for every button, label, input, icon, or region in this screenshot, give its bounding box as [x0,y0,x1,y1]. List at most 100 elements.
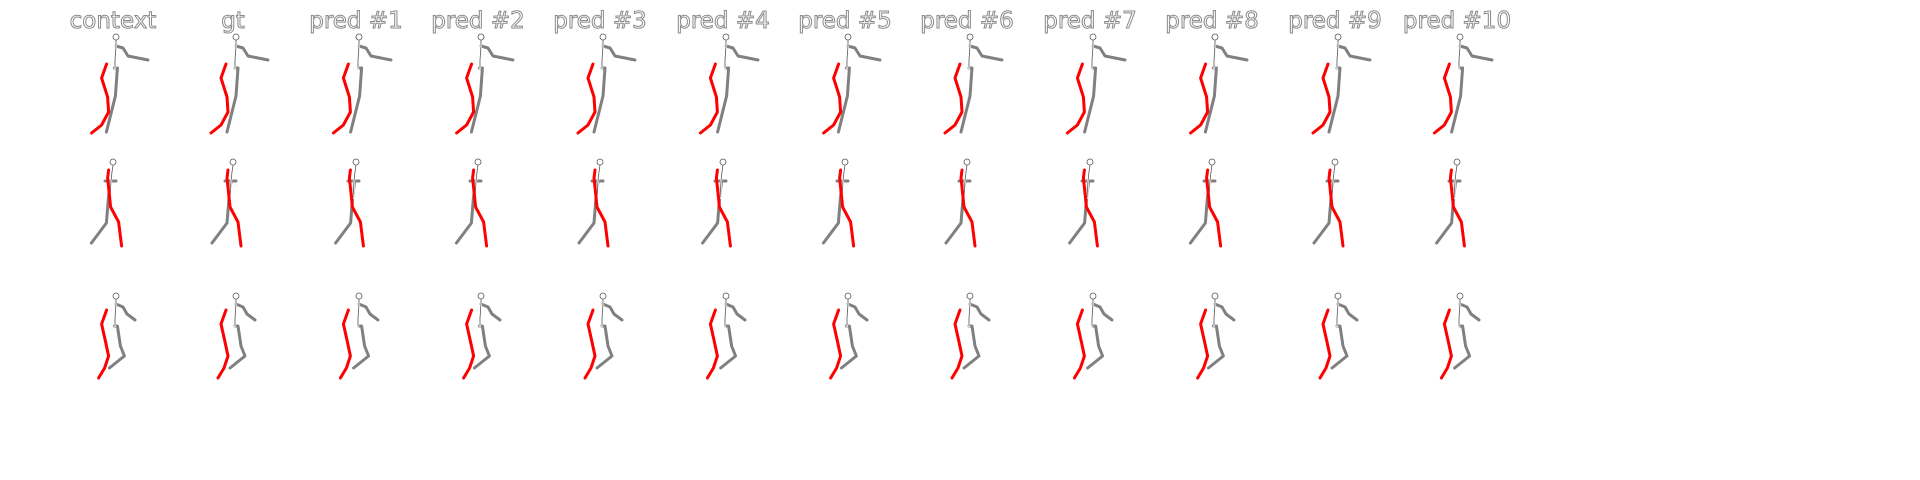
skeleton-head [352,158,360,166]
skeleton-left-limb [714,168,732,248]
skeleton-right-limb [1327,66,1342,134]
skeleton-right-limb [1203,66,1218,134]
skeleton-head [596,158,604,166]
skeleton-spine-outline [1208,164,1213,199]
skeleton-head [1453,158,1461,166]
skeleton-head [112,292,120,300]
skeleton-head [1331,158,1339,166]
skeleton-figure [1311,33,1372,135]
skeleton-head [844,33,852,41]
column-title-pred-5: pred #5 [798,8,893,35]
skeleton-left-limb [331,62,352,135]
skeleton-right-limb [1450,66,1465,134]
skeleton-head [1334,33,1342,41]
skeleton-spine-outline [724,39,727,69]
skeleton-figure [1312,158,1345,248]
skeleton-right-arm [357,44,393,62]
skeleton-left-limb [1327,168,1345,248]
skeleton-right-arm [114,44,150,62]
skeleton-spine-outline [352,164,357,199]
skeleton-right-arm [968,302,991,322]
skeleton-figure [701,158,732,248]
skeleton-right-arm [846,302,869,322]
column-titles: context gt pred #1 pred #2 pred #3 pred … [0,0,1920,40]
skeleton-left-limb [583,308,597,380]
skeleton-left-limb [838,168,856,248]
skeleton-head [1086,158,1094,166]
skeleton-head [109,158,117,166]
skeleton-right-arm [1091,302,1114,322]
skeleton-right-arm [479,302,502,322]
skeleton-head [477,33,485,41]
skeleton-figure [1435,158,1466,248]
skeleton-left-limb [1205,168,1223,248]
skeleton-right-arm [1336,44,1372,62]
skeleton-head [599,292,607,300]
skeleton-figure [583,292,624,380]
skeleton-figure [90,33,150,135]
skeleton-figure [1068,158,1099,248]
skeleton-head [1456,292,1464,300]
skeleton-right-limb [349,66,364,134]
skeleton-spine-outline [841,164,846,199]
skeleton-spine-outline [234,297,237,327]
skeleton-right-limb [719,324,738,370]
skeleton-left-limb [698,62,719,135]
skeleton-spine-outline [1331,164,1336,199]
skeleton-spine-outline [1086,164,1091,199]
skeleton-figure [698,33,760,135]
skeleton-left-limb [943,62,964,135]
skeleton-figure [454,158,489,248]
skeleton-left-limb [1439,308,1453,380]
skeleton-left-limb [90,62,111,135]
skeleton-left-limb [1189,62,1210,135]
skeleton-figure [97,292,137,380]
skeleton-spine-outline [963,164,968,199]
skeleton-right-limb [1330,324,1349,370]
skeleton-right-arm [968,44,1004,62]
skeleton-head [355,33,363,41]
skeleton-spine-outline [474,164,479,199]
skeleton-right-limb [1206,324,1225,370]
skeleton-spine-outline [1453,164,1458,199]
skeleton-figure [944,158,977,248]
skeleton-head [1089,33,1097,41]
skeleton-figure [943,33,1004,135]
skeleton-left-limb [1081,168,1099,248]
skeleton-left-limb [1311,62,1332,135]
skeleton-figure [829,292,869,380]
skeleton-left-limb [1065,62,1086,135]
skeleton-right-arm [357,302,380,322]
skeleton-head [841,158,849,166]
skeleton-right-limb [1453,324,1472,370]
skeleton-spine-outline [601,39,604,69]
skeleton-head [1211,292,1219,300]
skeleton-spine-outline [724,297,727,327]
column-title-context: context [69,8,157,35]
skeleton-left-limb [576,62,597,135]
skeleton-spine-outline [846,297,849,327]
skeleton-right-arm [724,44,760,62]
skeleton-left-limb [1196,308,1210,380]
skeleton-left-limb [1448,168,1466,248]
skeleton-right-arm [479,44,515,62]
column-title-pred-2: pred #2 [431,8,526,35]
skeleton-figure [1188,158,1223,248]
skeleton-spine-outline [596,164,601,199]
skeleton-figure [1196,292,1236,380]
skeleton-head [1334,292,1342,300]
skeleton-head [722,292,730,300]
skeleton-right-limb [962,324,981,370]
skeleton-head [474,158,482,166]
skeleton-spine-outline [479,297,482,327]
skeleton-right-limb [836,66,851,134]
skeleton-spine-outline [357,297,360,327]
skeleton-left-limb [1072,308,1086,380]
skeleton-right-arm [114,302,137,322]
skeleton-head [229,158,237,166]
skeleton-left-limb [455,62,476,135]
skeleton-spine-outline [114,297,117,327]
column-title-pred-6: pred #6 [920,8,1015,35]
column-title-pred-1: pred #1 [309,8,404,35]
